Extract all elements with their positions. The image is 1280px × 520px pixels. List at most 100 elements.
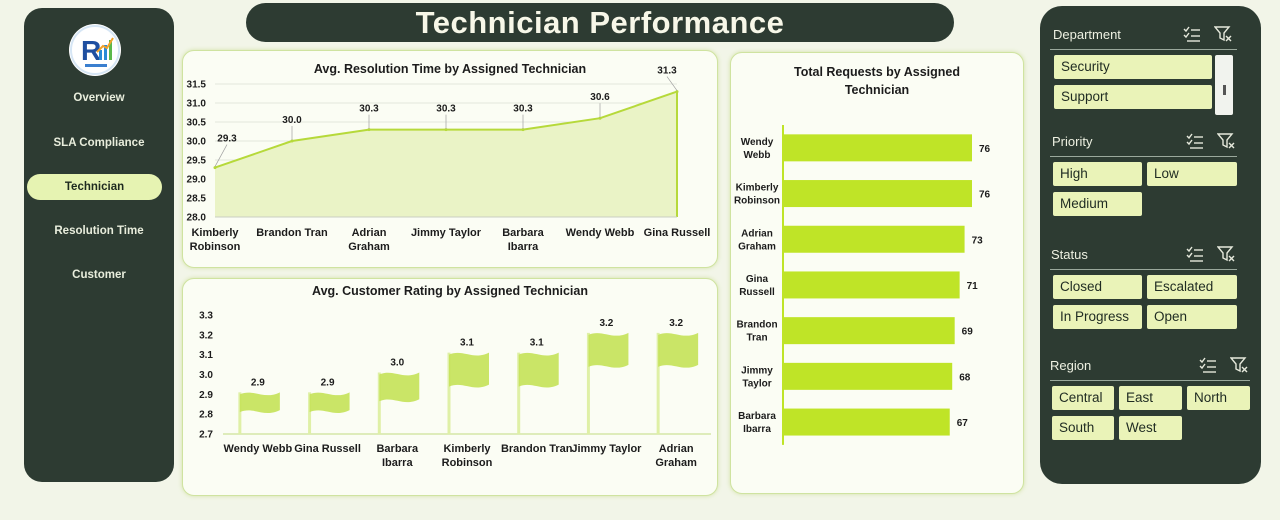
clear-filter-icon[interactable] (1229, 357, 1248, 373)
x-tick-label: Brandon Tran (501, 443, 573, 455)
x-tick-label: Gina Russell (294, 443, 361, 455)
filter-priority-medium[interactable]: Medium (1053, 192, 1142, 216)
request-bar (784, 408, 950, 436)
filter-status-closed[interactable]: Closed (1053, 275, 1142, 299)
data-label: 31.3 (657, 66, 677, 77)
rating-bar (658, 332, 699, 368)
rating-bar (379, 372, 420, 403)
filter-region-west[interactable]: West (1119, 416, 1182, 440)
data-point (444, 128, 448, 132)
resolution-time-card: Avg. Resolution Time by Assigned Technic… (182, 50, 718, 268)
nav-customer[interactable]: Customer (72, 269, 126, 281)
data-label: 76 (979, 144, 991, 155)
filter-panel: Department Security Support Priority Hig… (1040, 6, 1261, 484)
y-tick-label: 28.5 (187, 194, 207, 205)
data-point (675, 90, 679, 94)
nav-resolution-time[interactable]: Resolution Time (54, 225, 144, 237)
data-point (290, 139, 294, 143)
request-bar (784, 317, 955, 345)
rating-bar (239, 392, 280, 414)
x-tick-label: Jimmy Taylor (411, 227, 482, 239)
multi-select-icon[interactable] (1186, 133, 1204, 149)
filter-region-south[interactable]: South (1052, 416, 1114, 440)
leader-line (666, 76, 678, 91)
y-tick-label: 30.0 (187, 137, 207, 148)
filter-status-in-progress[interactable]: In Progress (1053, 305, 1142, 329)
y-tick-label: 2.8 (199, 410, 213, 421)
request-bar (784, 134, 972, 162)
data-label: 69 (962, 327, 974, 338)
multi-select-icon[interactable] (1183, 26, 1201, 42)
filter-priority-low[interactable]: Low (1147, 162, 1237, 186)
data-point (521, 128, 525, 132)
rating-bar (309, 392, 350, 414)
rating-bar (588, 332, 629, 368)
x-tick-label: Wendy Webb (566, 227, 635, 239)
filter-region-east[interactable]: East (1119, 386, 1182, 410)
resolution-chart: 31.5 31.0 30.5 30.0 29.5 29.0 28.5 28.0 29.3 30.0… (187, 66, 711, 253)
y-tick-label: 30.5 (187, 118, 207, 129)
data-label: 68 (959, 372, 971, 383)
x-tick-label: Barbara Ibarra (376, 443, 418, 469)
multi-select-icon[interactable] (1199, 357, 1217, 373)
y-tick-label: 3.2 (199, 330, 213, 341)
data-label: 30.0 (282, 115, 302, 126)
rating-bar (449, 352, 489, 388)
title-bar: Technician Performance (246, 3, 954, 42)
y-tick-label: Wendy Webb (741, 137, 774, 161)
total-requests-card: Total Requests by Assigned Technician 76… (730, 52, 1024, 494)
filter-department-security[interactable]: Security (1054, 55, 1212, 79)
filter-region-north[interactable]: North (1187, 386, 1250, 410)
company-logo: R (69, 24, 121, 76)
filter-department-support[interactable]: Support (1054, 85, 1212, 109)
multi-select-icon[interactable] (1186, 246, 1204, 262)
rating-bar (518, 352, 559, 388)
filter-status-open[interactable]: Open (1147, 305, 1237, 329)
resolution-chart-title: Avg. Resolution Time by Assigned Technic… (313, 62, 587, 76)
status-filter-title: Status (1051, 247, 1088, 262)
data-label: 73 (972, 235, 984, 246)
nav-sla-compliance[interactable]: SLA Compliance (53, 137, 145, 149)
request-bar (784, 271, 960, 299)
nav-overview[interactable]: Overview (73, 92, 125, 104)
clear-filter-icon[interactable] (1213, 26, 1232, 42)
rating-chart-title: Avg. Customer Rating by Assigned Technic… (312, 284, 588, 298)
data-label: 76 (979, 190, 991, 201)
customer-rating-card: Avg. Customer Rating by Assigned Technic… (182, 278, 718, 496)
divider (1050, 269, 1237, 270)
request-bar (784, 180, 972, 208)
y-tick-label: 29.0 (187, 175, 207, 186)
leader-line (214, 144, 228, 167)
department-scrollbar[interactable] (1215, 55, 1233, 115)
filter-region-central[interactable]: Central (1052, 386, 1114, 410)
region-filter-title: Region (1050, 358, 1092, 373)
y-tick-label: 3.3 (199, 311, 213, 322)
x-tick-label: Brandon Tran (256, 227, 328, 239)
clear-filter-icon[interactable] (1216, 133, 1235, 149)
department-filter-title: Department (1053, 27, 1121, 42)
data-point (213, 166, 217, 170)
y-tick-label: 29.5 (187, 156, 207, 167)
x-tick-label: Gina Russell (644, 227, 711, 239)
scrollbar-thumb[interactable] (1223, 85, 1226, 95)
y-tick-label: Jimmy Taylor (741, 365, 773, 389)
y-tick-label: Barbara Ibarra (738, 411, 776, 435)
y-tick-label: 31.5 (187, 80, 207, 91)
data-label: 3.1 (530, 338, 544, 349)
data-label: 3.0 (390, 358, 404, 369)
logo-graphic: R (70, 25, 120, 75)
nav-technician[interactable]: Technician (27, 174, 162, 200)
requests-chart-title: Total Requests by Assigned Technician (793, 65, 960, 97)
x-tick-label: Wendy Webb (224, 443, 293, 455)
data-point (598, 116, 602, 120)
filter-status-escalated[interactable]: Escalated (1147, 275, 1237, 299)
x-tick-label: Kimberly Robinson (190, 227, 241, 253)
y-tick-label: 2.9 (199, 390, 213, 401)
data-label: 71 (967, 281, 979, 292)
x-tick-label: Kimberly Robinson (442, 443, 493, 469)
clear-filter-icon[interactable] (1216, 246, 1235, 262)
divider (1050, 156, 1237, 157)
area-fill (215, 91, 677, 217)
filter-priority-high[interactable]: High (1053, 162, 1142, 186)
page-title: Technician Performance (415, 5, 785, 40)
